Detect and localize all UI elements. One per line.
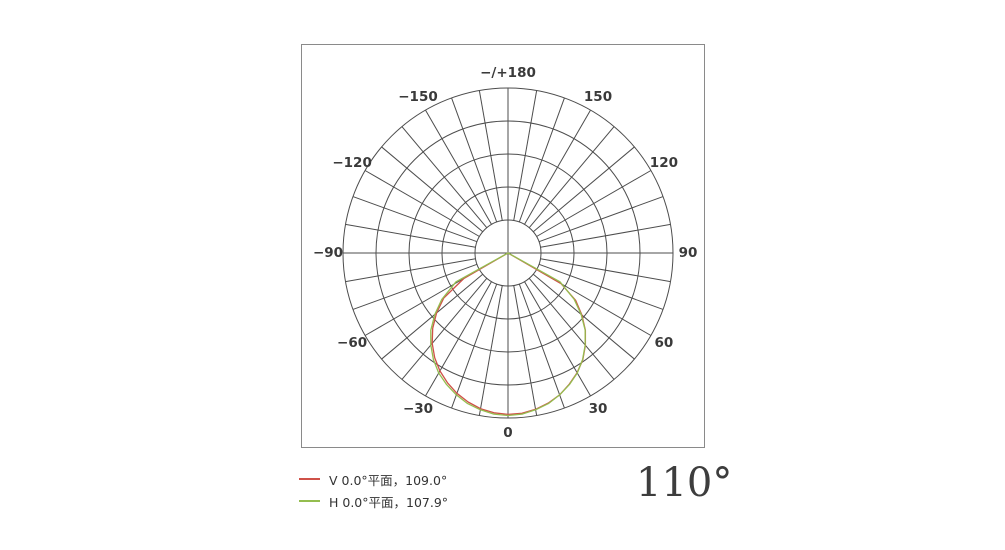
grid-spoke (364, 269, 480, 336)
legend-swatch-h-icon (299, 500, 320, 502)
legend-swatch-v-icon (299, 478, 320, 480)
grid-spoke (451, 97, 498, 223)
series-curve-h-plane (430, 252, 586, 417)
grid-spoke (478, 285, 503, 416)
grid-spoke (401, 277, 488, 380)
legend-label-v-plane: V 0.0°平面，109.0° (329, 472, 448, 488)
angle-label-60: 60 (655, 335, 674, 351)
legend-item-h-plane: H 0.0°平面，107.9° (299, 490, 448, 512)
angle-label--30: −30 (403, 401, 433, 417)
angle-label--60: −60 (337, 335, 367, 351)
grid-spoke (381, 273, 484, 360)
grid-spoke (352, 196, 478, 243)
angle-label-30: 30 (589, 401, 608, 417)
legend-item-v-plane: V 0.0°平面，109.0° (299, 468, 448, 490)
grid-spoke (524, 281, 591, 397)
angle-label-90: 90 (679, 245, 698, 261)
grid-spoke (518, 283, 565, 409)
grid-spoke (425, 281, 492, 397)
grid-spoke (345, 258, 476, 283)
grid-spoke (538, 263, 664, 310)
grid-spoke (528, 277, 615, 380)
grid-spoke (524, 109, 591, 225)
angle-label--90: −90 (313, 245, 343, 261)
angle-label--120: −120 (332, 155, 372, 171)
series-curve-v-plane (431, 252, 587, 416)
legend: V 0.0°平面，109.0° H 0.0°平面，107.9° (299, 468, 448, 512)
angle-label-180: −/+180 (480, 65, 536, 81)
angle-label-150: 150 (584, 89, 612, 105)
grid-spoke (528, 126, 615, 229)
grid-spoke (518, 97, 565, 223)
angle-label--150: −150 (398, 89, 438, 105)
angle-label-0: 0 (503, 425, 512, 441)
grid-spoke (345, 223, 476, 248)
grid-spoke (536, 170, 652, 237)
grid-spoke (352, 263, 478, 310)
grid-spoke (401, 126, 488, 229)
plot-frame (301, 44, 705, 448)
grid-spoke (532, 273, 635, 360)
grid-spoke (478, 90, 503, 221)
angle-label-120: 120 (650, 155, 678, 171)
grid-spoke (540, 258, 671, 283)
grid-spoke (538, 196, 664, 243)
legend-label-h-plane: H 0.0°平面，107.9° (329, 494, 449, 510)
grid-spoke (451, 283, 498, 409)
grid-spoke (532, 146, 635, 233)
beam-angle-value: 110° (636, 460, 733, 506)
grid-spoke (513, 90, 538, 221)
grid-spoke (381, 146, 484, 233)
grid-spoke (540, 223, 671, 248)
grid-spoke (364, 170, 480, 237)
grid-spoke (425, 109, 492, 225)
grid-spoke (513, 285, 538, 416)
